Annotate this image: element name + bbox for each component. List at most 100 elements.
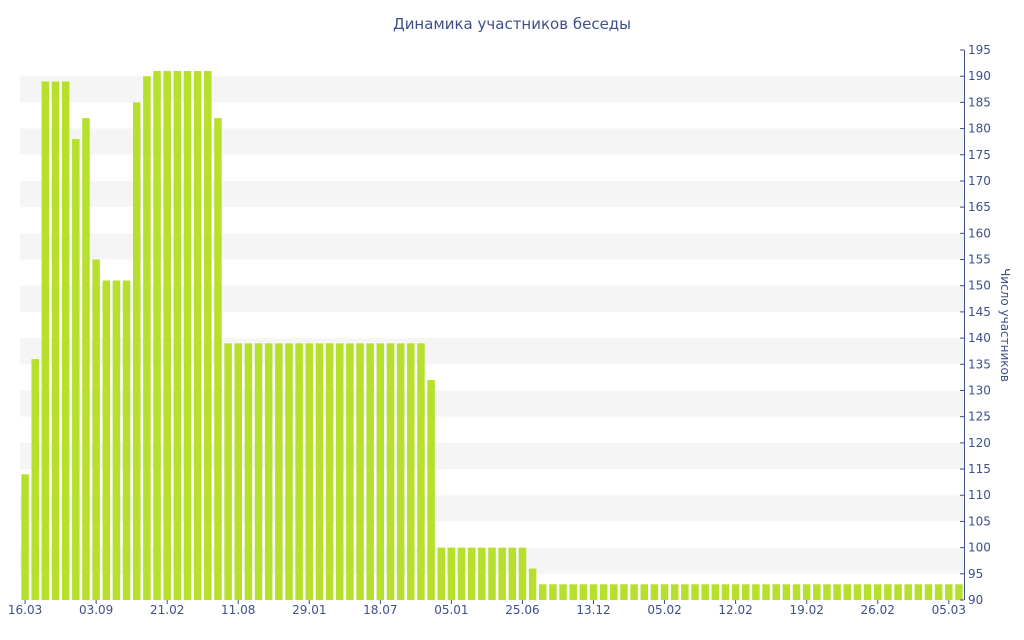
grid-band [20, 180, 964, 208]
y-tick-label: 100 [968, 541, 991, 555]
bar [193, 70, 202, 600]
bar [132, 102, 141, 600]
bar [315, 343, 324, 600]
bar [884, 584, 892, 600]
bar [792, 584, 801, 600]
y-tick-label: 175 [968, 148, 991, 162]
bar [873, 584, 882, 600]
bar [752, 584, 760, 600]
bar [488, 547, 496, 600]
y-tick-label: 195 [968, 43, 991, 57]
bar [579, 584, 588, 600]
y-axis-label: Число участников [998, 268, 1012, 382]
bar [366, 343, 374, 600]
bar [153, 70, 161, 600]
bar [163, 70, 171, 600]
bar [955, 584, 963, 600]
bar [478, 547, 486, 600]
y-tick-label: 130 [968, 383, 991, 397]
x-tick-label: 18.07 [363, 603, 397, 617]
y-tick-label: 115 [968, 462, 991, 476]
bar [305, 343, 314, 600]
grid-band [20, 442, 964, 470]
x-tick-label: 05.03 [932, 603, 966, 617]
bar [173, 70, 182, 600]
bar [457, 547, 466, 600]
bar [204, 70, 212, 600]
bar [640, 584, 649, 600]
bar [660, 584, 669, 600]
bar [437, 547, 445, 600]
bar [843, 584, 852, 600]
bar [599, 584, 608, 600]
x-tick-label: 25.06 [505, 603, 539, 617]
bar [549, 584, 557, 600]
bar [691, 584, 699, 600]
bar [325, 343, 334, 600]
bar [21, 474, 29, 600]
x-axis-ticks: 16.03 03.09 21.02 11.08 29.01 18.07 05.01 25.06… [8, 600, 966, 617]
grid-bands [20, 76, 964, 574]
bar [528, 568, 537, 600]
bar [244, 343, 253, 600]
y-tick-label: 160 [968, 226, 991, 240]
bar [650, 584, 659, 600]
x-tick-label: 05.01 [434, 603, 468, 617]
y-tick-label: 165 [968, 200, 991, 214]
y-tick-label: 140 [968, 331, 991, 345]
bar [894, 584, 902, 600]
bar [295, 343, 303, 600]
y-tick-label: 125 [968, 410, 991, 424]
bar [234, 343, 242, 600]
bar [143, 76, 151, 600]
bar [214, 118, 222, 600]
bar [539, 584, 547, 600]
chart-title: Динамика участников беседы [393, 15, 631, 33]
bar [772, 584, 780, 600]
grid-band [20, 338, 964, 365]
bar [924, 584, 933, 600]
bar [396, 343, 405, 600]
y-axis-ticks: 90 95 100 105 110 115 120 125 130 135 140 145 150 155… [960, 43, 991, 607]
bar-series [21, 70, 963, 601]
bar [914, 584, 923, 600]
bar [224, 343, 232, 600]
bar [112, 280, 121, 600]
y-tick-label: 105 [968, 514, 991, 528]
bar [681, 584, 689, 600]
bar [92, 259, 100, 600]
bar [61, 81, 70, 601]
bar [102, 280, 111, 600]
x-tick-label: 19.02 [789, 603, 823, 617]
grid-band [20, 233, 964, 260]
grid-band [20, 76, 964, 103]
y-tick-label: 135 [968, 357, 991, 371]
bar [518, 547, 527, 600]
x-tick-label: 13.12 [576, 603, 610, 617]
grid-band [20, 390, 964, 417]
y-tick-label: 180 [968, 122, 991, 136]
bar [254, 343, 263, 600]
x-tick-label: 11.08 [221, 603, 255, 617]
bar [447, 547, 456, 600]
y-tick-label: 190 [968, 69, 991, 83]
bar [498, 547, 506, 600]
bar [802, 584, 811, 600]
bar [762, 584, 770, 600]
x-tick-label: 29.01 [292, 603, 326, 617]
y-tick-label: 155 [968, 253, 991, 267]
bar [386, 343, 395, 600]
bar [569, 584, 577, 600]
bar [346, 343, 354, 600]
bar [853, 584, 862, 600]
x-tick-label: 03.09 [79, 603, 113, 617]
y-tick-label: 170 [968, 174, 991, 188]
x-tick-label: 21.02 [150, 603, 184, 617]
y-tick-label: 145 [968, 305, 991, 319]
bar [863, 584, 872, 600]
bar [275, 343, 283, 600]
bar [670, 584, 679, 600]
x-tick-label: 12.02 [718, 603, 752, 617]
bar [31, 359, 39, 600]
